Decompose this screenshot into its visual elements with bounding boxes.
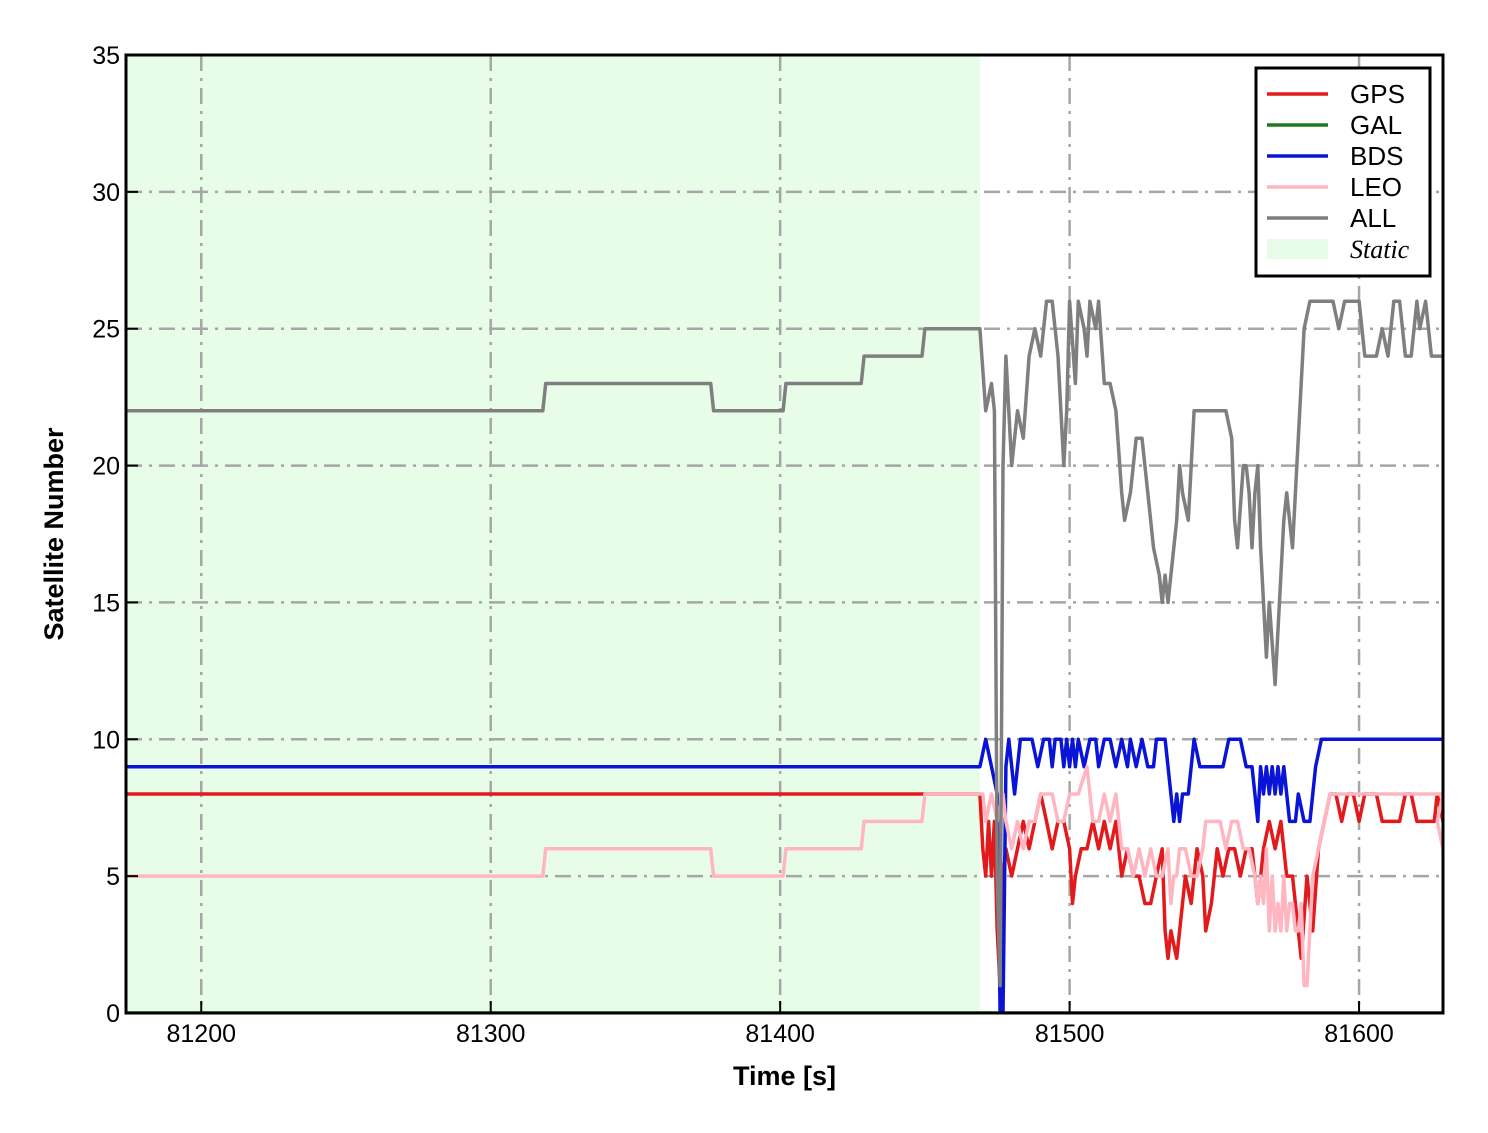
shaded-regions (126, 55, 980, 1013)
x-tick-label: 81600 (1324, 1020, 1394, 1048)
y-tick-label: 10 (92, 726, 120, 754)
x-axis-title: Time [s] (733, 1061, 836, 1091)
series (126, 299, 1443, 1013)
series-line-all (126, 299, 1443, 988)
y-tick-label: 15 (92, 589, 120, 617)
legend-label-static: Static (1350, 235, 1410, 264)
legend-label-all: ALL (1350, 203, 1396, 233)
y-tick-label: 5 (106, 863, 120, 891)
legend-swatch-static (1267, 239, 1328, 259)
y-tick-label: 25 (92, 316, 120, 344)
x-tick-label: 81400 (745, 1020, 815, 1048)
x-tick-label: 81500 (1035, 1020, 1105, 1048)
y-tick-label: 35 (92, 42, 120, 70)
y-tick-label: 20 (92, 453, 120, 481)
series-line-bds (126, 737, 1443, 1013)
y-tick-label: 30 (92, 179, 120, 207)
legend-label-gps: GPS (1350, 79, 1405, 109)
legend-label-leo: LEO (1350, 172, 1402, 202)
y-tick-label: 0 (106, 1000, 120, 1028)
legend-label-gal: GAL (1350, 110, 1402, 140)
shaded-region-static (126, 55, 980, 1013)
x-tick-label: 81200 (166, 1020, 236, 1048)
plot-frame (124, 53, 1445, 1015)
x-tick-label: 81300 (456, 1020, 526, 1048)
legend-label-bds: BDS (1350, 141, 1403, 171)
series-line-gps (126, 792, 1443, 988)
y-axis-title: Satellite Number (39, 427, 69, 641)
axis-ticks: 81200 81300 81400 81500 81600 0 5 10 15 20 25 30 35 (92, 42, 1394, 1048)
